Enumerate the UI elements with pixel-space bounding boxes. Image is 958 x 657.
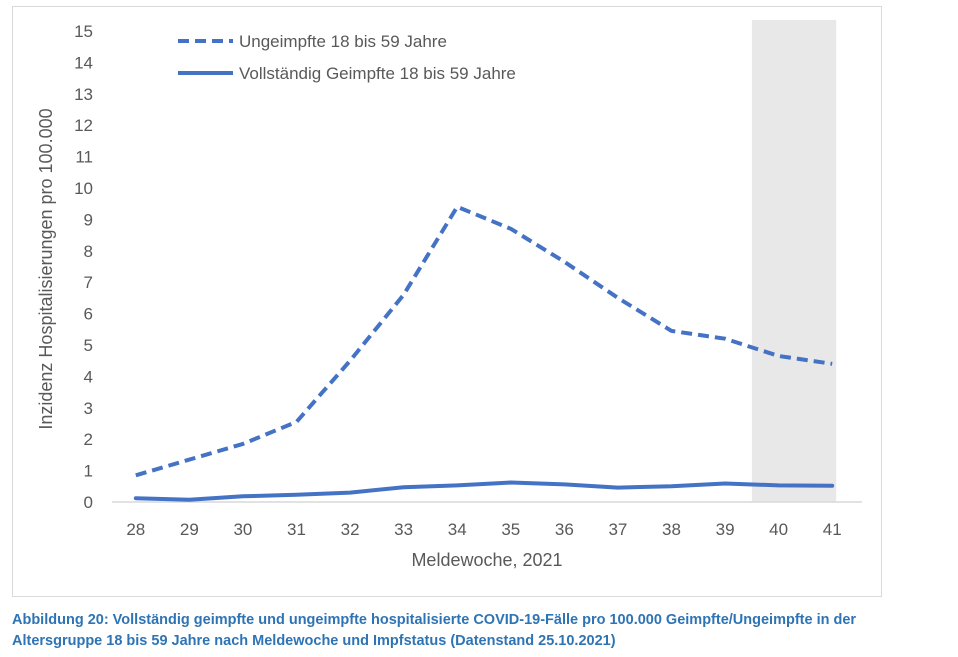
- x-tick-label: 34: [448, 520, 467, 539]
- x-tick-label: 40: [769, 520, 788, 539]
- y-tick-label: 15: [74, 22, 93, 41]
- y-tick-label: 13: [74, 85, 93, 104]
- x-tick-label: 37: [608, 520, 627, 539]
- x-tick-label: 38: [662, 520, 681, 539]
- x-tick-label: 36: [555, 520, 574, 539]
- x-axis-title: Meldewoche, 2021: [411, 550, 562, 570]
- x-tick-label: 39: [716, 520, 735, 539]
- series-layer: [133, 204, 835, 502]
- y-tick-label: 5: [84, 336, 93, 355]
- x-tick-label: 29: [180, 520, 199, 539]
- y-tick-label: 8: [84, 242, 93, 261]
- y-tick-label: 14: [74, 53, 93, 72]
- y-tick-label: 2: [84, 430, 93, 449]
- y-tick-label: 12: [74, 116, 93, 135]
- y-tick-label: 11: [75, 148, 93, 167]
- legend-label: Ungeimpfte 18 bis 59 Jahre: [239, 32, 447, 51]
- x-tick-label: 35: [501, 520, 520, 539]
- y-tick-label: 9: [84, 210, 93, 229]
- caption-line-2: Altersgruppe 18 bis 59 Jahre nach Meldew…: [12, 633, 616, 649]
- x-tick-label: 28: [126, 520, 145, 539]
- x-tick-label: 41: [823, 520, 842, 539]
- shaded-region-layer: [751, 20, 837, 502]
- x-tick-label: 33: [394, 520, 413, 539]
- shaded-region: [751, 20, 837, 502]
- y-tick-label: 1: [84, 462, 93, 481]
- series-line-ungeimpfte: [135, 204, 833, 478]
- legend-label: Vollständig Geimpfte 18 bis 59 Jahre: [239, 64, 516, 83]
- x-tick-label: 30: [233, 520, 252, 539]
- caption-line-1: Abbildung 20: Vollständig geimpfte und u…: [12, 612, 857, 628]
- y-tick-label: 7: [84, 273, 93, 292]
- y-tick-label: 6: [84, 305, 93, 324]
- legend: Ungeimpfte 18 bis 59 Jahre Vollständig Ge…: [178, 32, 516, 83]
- y-tick-label: 3: [84, 399, 93, 418]
- y-axis-title: Inzidenz Hospitalisierungen pro 100.000: [36, 108, 56, 429]
- x-tick-label: 31: [287, 520, 306, 539]
- figure-caption: Abbildung 20: Vollständig geimpfte und u…: [12, 610, 952, 652]
- series-line-geimpfte: [133, 480, 835, 502]
- y-tick-label: 4: [84, 367, 93, 386]
- y-tick-label: 10: [74, 179, 93, 198]
- x-tick-label: 32: [341, 520, 360, 539]
- x-tick-labels: 28 29 30 31 32 33 34 35 36 37 38 39 40 41: [126, 520, 841, 539]
- y-tick-label: 0: [84, 493, 93, 512]
